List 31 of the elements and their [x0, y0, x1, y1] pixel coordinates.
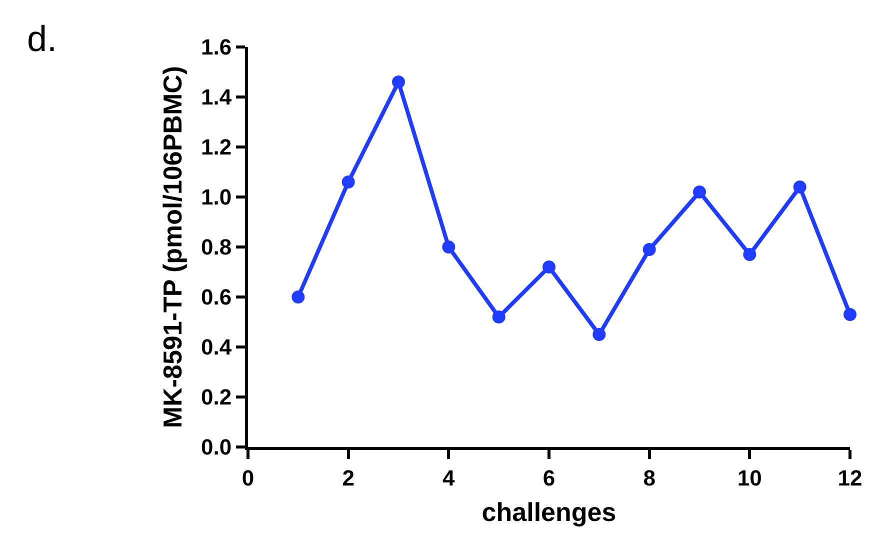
point — [693, 186, 706, 198]
y-axis-title: MK-8591-TP (pmol/106PBMC) — [157, 66, 188, 428]
x-tick-label: 6 — [542, 465, 556, 490]
y-tick-label: 1.6 — [201, 34, 232, 60]
x-tick-label: 4 — [442, 465, 456, 490]
x-axis-title: challenges — [482, 497, 616, 528]
point — [592, 328, 606, 341]
point — [392, 76, 405, 88]
x-tick-label: 0 — [242, 465, 254, 490]
x-tick-label: 10 — [737, 465, 762, 490]
point — [292, 290, 305, 304]
y-tick-label: 0.0 — [201, 434, 232, 460]
y-tick-label: 0.6 — [201, 284, 232, 310]
point — [442, 240, 456, 254]
y-tick-label: 1.2 — [201, 134, 232, 160]
x-tick-label: 2 — [342, 465, 354, 490]
point — [844, 308, 856, 321]
y-tick-label: 1.4 — [201, 84, 232, 110]
point — [793, 180, 806, 194]
point — [642, 243, 656, 256]
point — [492, 310, 506, 324]
x-tick-label: 8 — [643, 465, 656, 490]
text: d. — [27, 18, 58, 59]
point — [743, 248, 756, 261]
y-tick-label: 0.2 — [201, 384, 232, 410]
x-tick-label: 12 — [838, 465, 862, 490]
point — [342, 176, 355, 188]
y-tick-label: 0.4 — [201, 334, 232, 360]
y-tick-label: 0.8 — [201, 234, 232, 260]
y-tick-label: 1.0 — [201, 184, 232, 210]
point — [542, 260, 556, 274]
